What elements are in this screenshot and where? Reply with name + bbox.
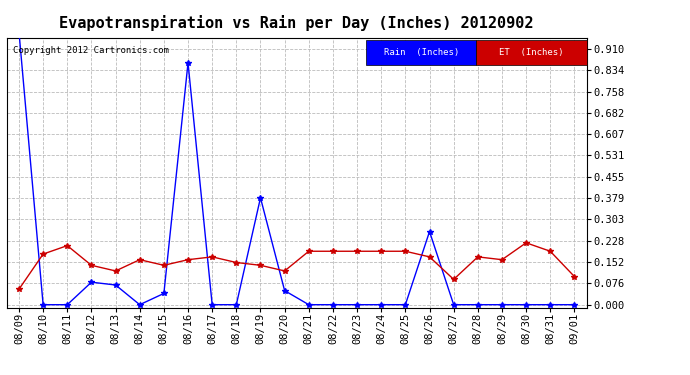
Text: Rain  (Inches): Rain (Inches) — [384, 48, 459, 57]
Text: ET  (Inches): ET (Inches) — [499, 48, 564, 57]
FancyBboxPatch shape — [366, 40, 476, 64]
FancyBboxPatch shape — [476, 40, 586, 64]
Text: Evapotranspiration vs Rain per Day (Inches) 20120902: Evapotranspiration vs Rain per Day (Inch… — [59, 15, 534, 31]
Text: Copyright 2012 Cartronics.com: Copyright 2012 Cartronics.com — [12, 46, 168, 55]
